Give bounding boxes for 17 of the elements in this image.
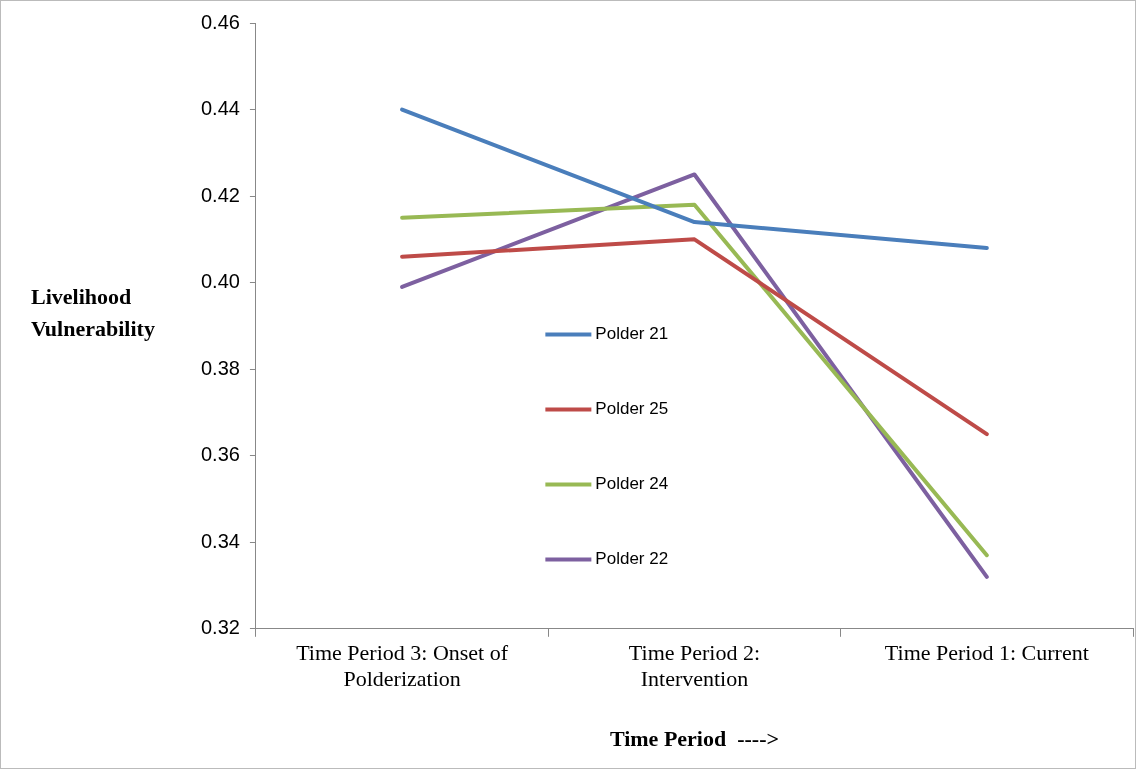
y-axis-title: Livelihood Vulnerability — [31, 283, 155, 341]
legend-label: Polder 22 — [595, 549, 669, 569]
y-tick-label: 0.40 — [200, 270, 240, 293]
y-tick-label: 0.38 — [200, 356, 240, 379]
y-tick-label: 0.42 — [200, 183, 240, 206]
y-tick-label: 0.34 — [200, 529, 240, 552]
legend-label: Polder 21 — [595, 324, 669, 344]
x-tick-label: Time Period 1: Current — [884, 639, 1089, 665]
legend-label: Polder 25 — [595, 399, 669, 419]
y-tick-label: 0.32 — [200, 616, 240, 639]
y-tick-label: 0.44 — [200, 97, 240, 120]
y-tick-label: 0.46 — [200, 10, 240, 33]
y-tick-label: 0.36 — [200, 443, 240, 466]
legend-label: Polder 24 — [595, 474, 669, 494]
x-tick-label: Time Period 2: Intervention — [628, 639, 761, 692]
x-tick-label: Time Period 3: Onset of Polderization — [296, 639, 509, 692]
x-axis-title: Time Period ----> — [609, 726, 780, 752]
